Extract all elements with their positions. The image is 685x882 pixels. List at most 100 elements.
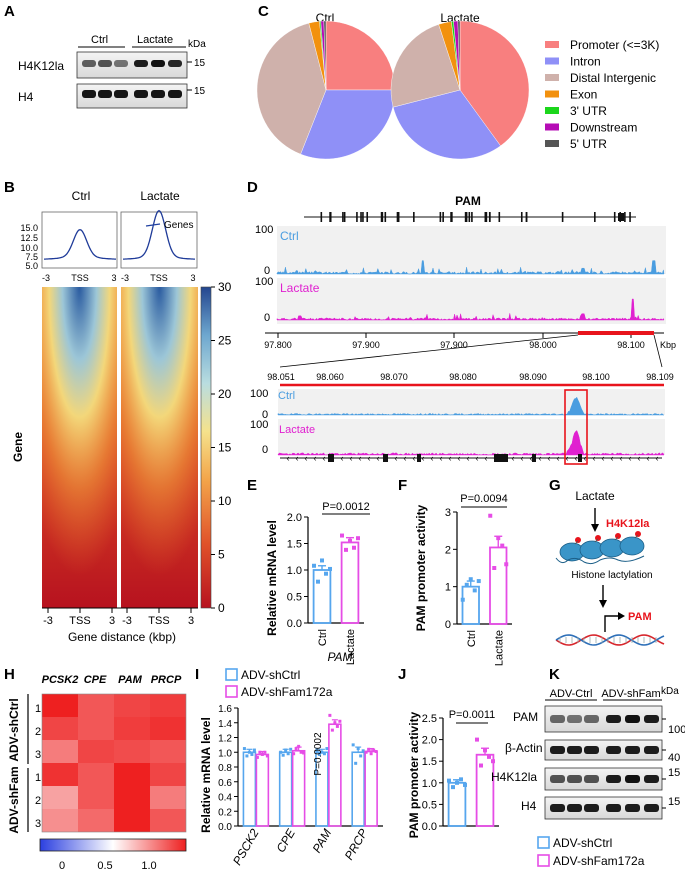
y-tick: 5.0	[25, 261, 38, 271]
legend-swatch	[545, 74, 559, 81]
strand-arrow: ‹	[512, 453, 515, 463]
tss-arrow-head	[618, 612, 625, 620]
track-min: 0	[262, 444, 268, 456]
data-point	[447, 778, 451, 783]
data-point	[338, 719, 342, 723]
bar	[447, 781, 467, 827]
y-axis-title: Gene	[11, 432, 25, 462]
panel-label: C	[258, 3, 269, 20]
y-axis-title: Relative mRNA level	[265, 520, 279, 636]
strand-arrow: ‹	[413, 453, 416, 463]
profile-legend: Genes	[164, 220, 193, 231]
strand-arrow: ‹	[548, 453, 551, 463]
heatmap-cell	[114, 786, 150, 809]
strand-arrow: ‹	[629, 453, 632, 463]
blot-band	[606, 804, 621, 812]
data-point	[451, 785, 455, 790]
data-point	[468, 577, 473, 582]
legend-swatch-shfam	[537, 854, 550, 867]
nucleosome-icon	[555, 531, 645, 565]
x-tick: TSS	[148, 615, 169, 627]
data-point	[348, 538, 352, 543]
data-point	[263, 750, 267, 754]
bar	[351, 751, 365, 827]
exon-mark	[366, 212, 369, 222]
exon-mark	[342, 212, 344, 222]
profile-line	[123, 209, 195, 260]
exon-mark	[360, 212, 362, 222]
data-point	[328, 713, 332, 717]
legend-label: ADV-shFam172a	[553, 854, 645, 868]
y-tick-label: 2.0	[287, 512, 302, 524]
track-name-ctrl: Ctrl	[280, 229, 299, 243]
strand-arrow: ‹	[656, 453, 659, 463]
mark-label: H4K12la	[606, 518, 650, 530]
x-tick: TSS	[69, 615, 90, 627]
group-label: ADV-shFam	[601, 688, 660, 700]
row-label: 2	[35, 726, 41, 738]
data-point	[299, 750, 303, 754]
profile-frame	[41, 211, 118, 269]
column-label: PAM	[118, 674, 142, 686]
panel-d: D PAM 100 0 Ctrl 100 0 Lactate 97.800 97…	[247, 179, 676, 465]
group-label: Lactate	[140, 189, 180, 203]
bar	[328, 723, 342, 827]
panel-h: H PCSK2 CPE PAM PRCP 1 2 3 1 2 3 ADV-shC…	[4, 666, 187, 872]
data-point	[325, 747, 329, 751]
colorbar-tick: 1.0	[141, 860, 156, 872]
data-point	[356, 536, 360, 541]
category-label: Ctrl	[466, 630, 478, 647]
heatmap-cell	[42, 763, 78, 786]
panel-a: A Ctrl Lactate kDa H4K12la 15 H4 15	[4, 3, 206, 109]
legend-swatch	[545, 123, 559, 131]
data-point	[328, 566, 332, 571]
x-tick: 3	[190, 273, 195, 283]
histone-tail	[594, 538, 599, 543]
row-label: 2	[35, 795, 41, 807]
axis-unit: Kbp	[660, 340, 676, 350]
strand-arrow: ‹	[377, 453, 380, 463]
blot-band	[98, 90, 112, 98]
histone-tail	[614, 536, 619, 541]
panel-label: I	[195, 666, 199, 683]
bar	[364, 750, 378, 827]
group-label: Ctrl	[91, 34, 108, 46]
group-label: Ctrl	[72, 189, 91, 203]
heatmap-cell	[114, 740, 150, 763]
x-axis-title: PAM	[327, 650, 352, 664]
panel-j: J P=0.0011 0.0 0.5 1.0 1.5 2.0 2.5 PAM promot…	[398, 666, 499, 838]
track-name-lactate: Lactate	[280, 281, 320, 295]
strand-arrow: ‹	[602, 453, 605, 463]
exon-mark	[343, 212, 346, 222]
blot-row-label: β-Actin	[505, 741, 543, 755]
exon-mark	[484, 212, 487, 222]
data-point	[374, 750, 378, 754]
data-point	[369, 752, 373, 756]
heatmap-cell	[114, 694, 150, 717]
panel-label: H	[4, 666, 15, 683]
panel-f: F P=0.0094 0 1 2 3 Ctrl Lactate PAM promoter …	[398, 477, 512, 666]
group-label: ADV-Ctrl	[550, 688, 593, 700]
bar-chart-e: 0.0 0.5 1.0 1.5 2.0 Ctrl Lactate	[287, 512, 364, 665]
data-point	[479, 763, 483, 768]
panel-e: E P=0.0012 0.0 0.5 1.0 1.5 2.0 Ctrl Lactate Re…	[247, 477, 370, 665]
bar	[340, 541, 360, 624]
colorbar	[200, 286, 212, 609]
profile-line	[44, 229, 116, 260]
panel-label: K	[549, 666, 560, 683]
colorbar-tick-label: 25	[218, 334, 232, 348]
blot-band	[625, 775, 640, 783]
blot-k	[544, 705, 666, 820]
strand-arrow: ‹	[296, 453, 299, 463]
data-point	[289, 747, 293, 751]
y-axis-title: PAM promoter activity	[407, 711, 421, 838]
heatmap-cell	[42, 740, 78, 763]
exon-mark	[451, 212, 453, 222]
zoom-tick: 98.051	[267, 372, 295, 382]
data-point	[364, 750, 368, 754]
data-point	[475, 737, 479, 742]
pie-legend: Promoter (<=3K) Intron Distal Intergenic Ex…	[545, 38, 659, 151]
blot-frame	[544, 705, 663, 733]
colorbar-tick-label: 30	[218, 280, 232, 294]
histone-tail	[574, 540, 579, 545]
